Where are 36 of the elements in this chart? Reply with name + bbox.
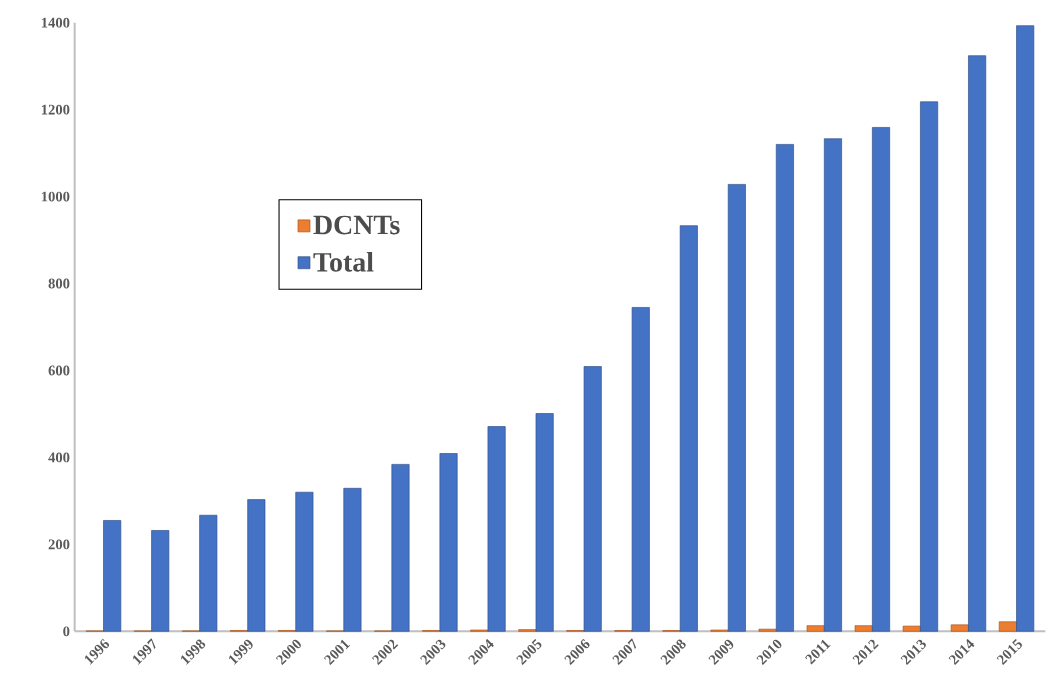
bar [1016,25,1035,632]
bar [968,55,987,632]
bar [920,101,939,632]
y-tick-label: 400 [48,452,70,463]
bar [758,628,777,632]
legend-label: DCNTs [313,215,400,235]
bar [343,487,362,632]
bar [151,530,170,632]
bar [535,413,554,632]
y-tick-label: 1000 [41,191,70,202]
bar [295,491,314,632]
bar [391,464,410,632]
bar [806,625,825,632]
bar [199,514,218,632]
y-tick-label: 200 [48,539,70,550]
bar [583,366,602,632]
y-tick-label: 1400 [41,17,70,28]
bar [487,426,506,632]
bar [998,621,1017,632]
y-tick-label: 600 [48,365,70,376]
bar [872,127,891,632]
bar [439,453,458,632]
bar [679,225,698,632]
bar [854,625,873,632]
legend-label: Total [313,252,374,272]
bar [775,144,794,632]
y-tick-label: 0 [63,626,70,637]
bar [727,184,746,632]
bar [247,499,266,632]
bar [902,625,921,632]
y-tick-label: 1200 [41,104,70,115]
bar [823,138,842,632]
y-tick-label: 800 [48,278,70,289]
bar [103,520,122,632]
bar [631,307,650,632]
bar [950,624,969,632]
